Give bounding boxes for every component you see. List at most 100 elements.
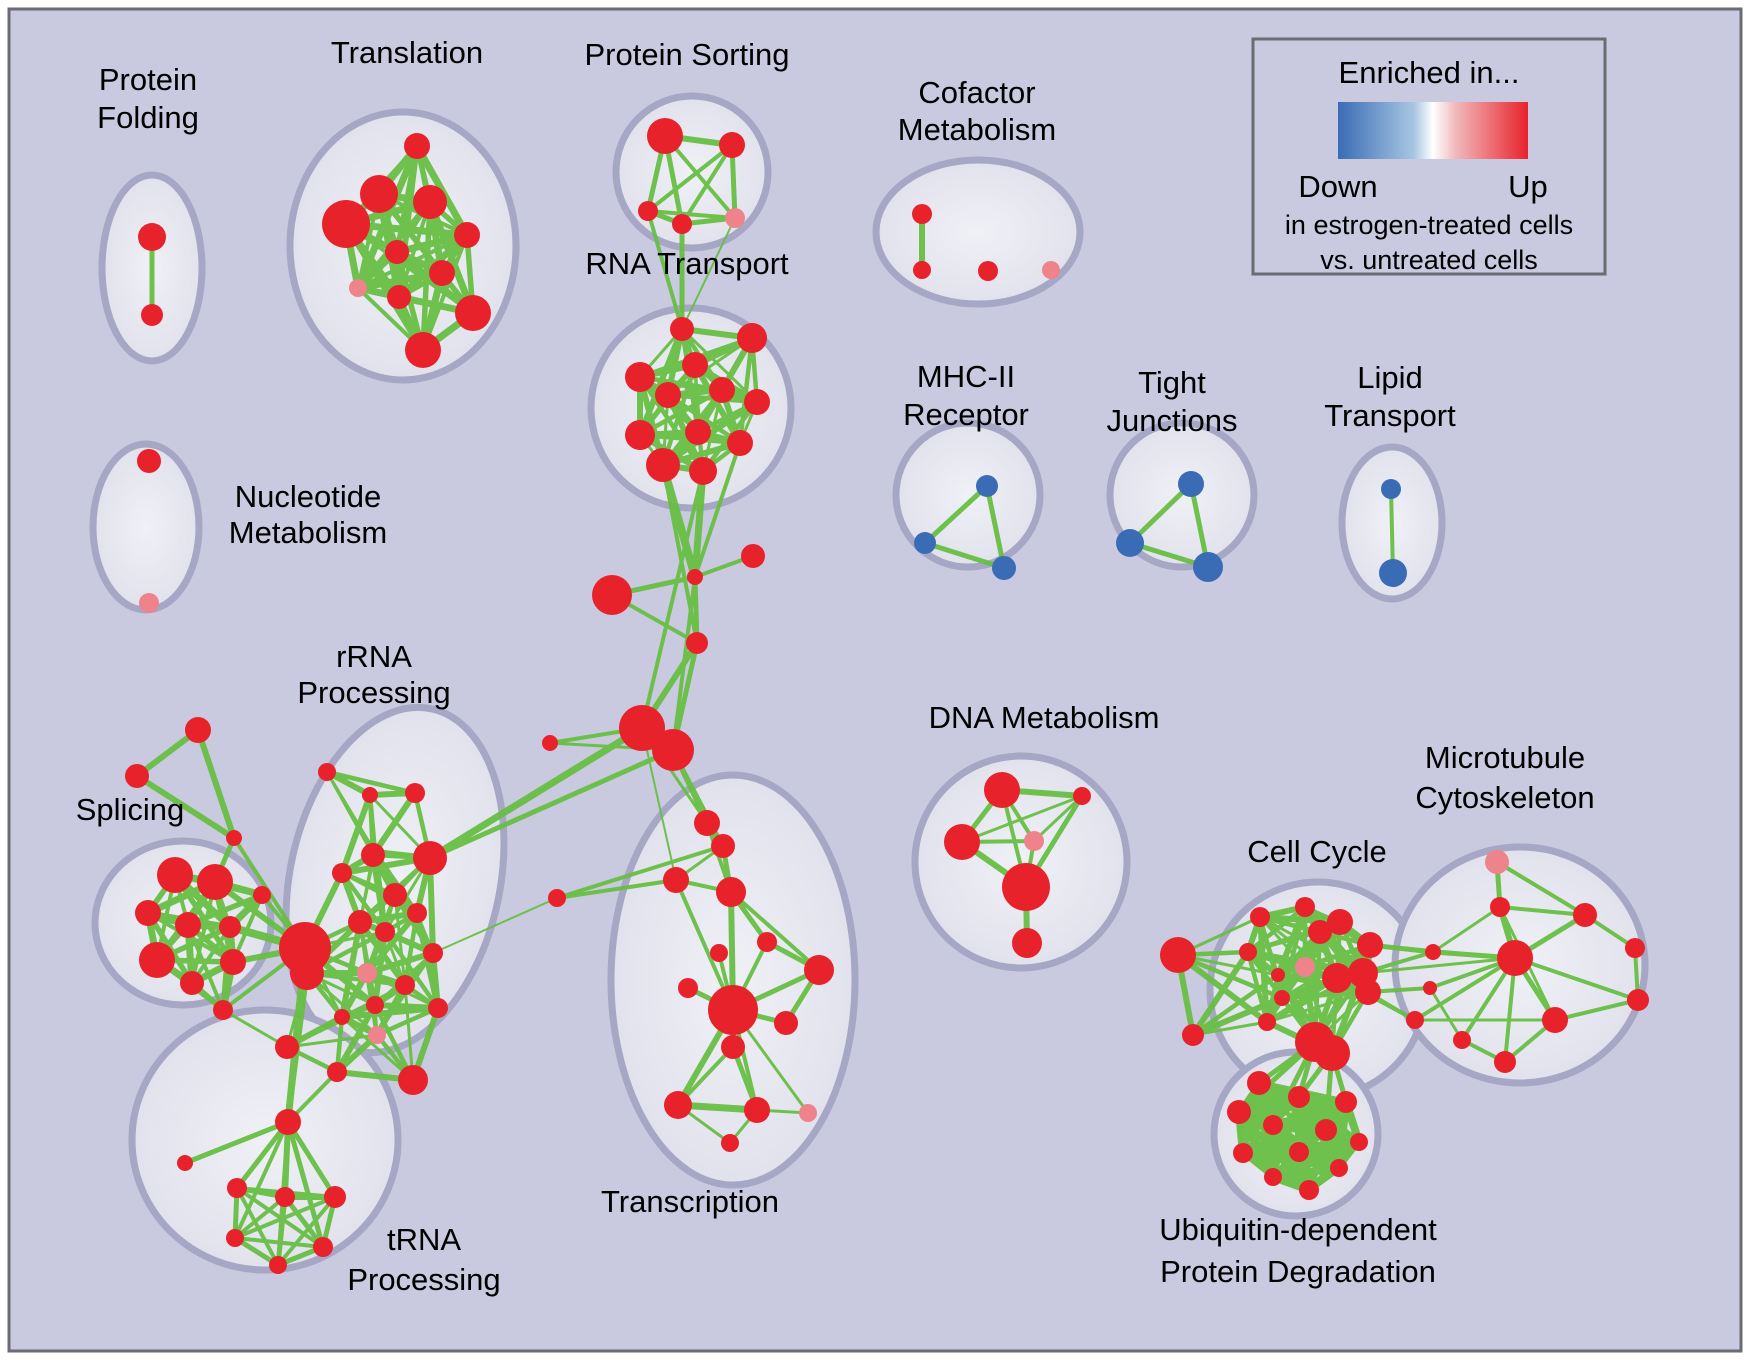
gene-set-node-rrna_processing-11 xyxy=(348,910,372,934)
edge-rrna_processing xyxy=(374,1005,441,1038)
edge-protein_sorting xyxy=(680,143,734,226)
edge-trna_processing xyxy=(233,1236,325,1249)
gene-set-node-splicing-5 xyxy=(253,886,271,904)
gene-set-node-rrna_processing-10 xyxy=(407,903,427,923)
edge-trna_processing xyxy=(234,1119,291,1191)
cluster-label-protein_sorting: Protein Sorting xyxy=(584,37,789,72)
edge-rrna_processing xyxy=(339,1005,441,1020)
gene-set-node-cell_cycle-5 xyxy=(1274,990,1290,1006)
gene-set-node-cell_cycle-0 xyxy=(1160,937,1196,973)
gene-set-node-ubiquitin_degradation-1 xyxy=(1288,1086,1310,1108)
cluster-label-nucleotide_metabolism: Metabolism xyxy=(229,515,388,550)
gene-set-node-ubiquitin_degradation-7 xyxy=(1233,1143,1253,1163)
gene-set-node-mhc_ii_receptor-1 xyxy=(914,532,936,554)
gene-set-node-transcription-2 xyxy=(663,867,689,893)
gene-set-node-translation-2 xyxy=(413,185,447,219)
gene-set-node-cell_cycle-6 xyxy=(1271,968,1285,982)
gene-set-node-splicing-3 xyxy=(175,912,201,938)
gene-set-node-dna_metabolism-1 xyxy=(1073,787,1091,805)
cluster-label-mhc_ii_receptor: MHC-II xyxy=(917,359,1015,394)
gene-set-node-rna_transport-5 xyxy=(709,377,735,403)
edge-transcription xyxy=(729,890,821,972)
gene-set-node-rna_transport-0 xyxy=(670,317,694,341)
edge-cell_cycle xyxy=(1275,904,1308,978)
edge-connectors xyxy=(134,773,237,841)
gene-set-node-translation-7 xyxy=(349,279,367,297)
gene-set-node-ubiquitin_degradation-6 xyxy=(1350,1133,1368,1151)
gene-set-node-translation-3 xyxy=(322,200,370,248)
gene-set-node-splicing-2 xyxy=(135,900,161,926)
edge-trna_processing xyxy=(233,1120,290,1240)
gene-set-node-microtubule_cytoskeleton-5 xyxy=(1627,989,1649,1011)
gene-set-node-connectors-5 xyxy=(652,729,694,771)
gene-set-node-lipid_transport-1 xyxy=(1379,559,1407,587)
gene-set-node-rrna_processing-20 xyxy=(327,1062,347,1082)
gene-set-node-nucleotide_metabolism-0 xyxy=(137,449,161,473)
gene-set-node-protein_folding-1 xyxy=(141,304,163,326)
gene-set-node-rrna_processing-22 xyxy=(275,1035,299,1059)
edge-trna_processing xyxy=(235,1186,280,1267)
edge-ubiquitin_degradation xyxy=(1269,1164,1343,1181)
gene-set-node-trna_processing-6 xyxy=(269,1256,287,1274)
edge-link xyxy=(646,209,684,331)
gene-set-node-transcription-10 xyxy=(721,1035,745,1059)
edge-rrna_processing xyxy=(340,1015,415,1082)
cluster-label-microtubule_cytoskeleton: Microtubule xyxy=(1425,740,1585,775)
gene-set-node-lipid_transport-0 xyxy=(1381,479,1401,499)
edge-connectors xyxy=(195,727,237,841)
gene-set-node-transcription-1 xyxy=(711,834,735,858)
cluster-label-rna_transport: RNA Transport xyxy=(585,246,789,281)
edge-trna_processing xyxy=(285,1119,338,1200)
cluster-label-splicing: Splicing xyxy=(76,792,185,827)
gene-set-node-ubiquitin_degradation-4 xyxy=(1263,1115,1283,1135)
edge-splicing xyxy=(186,923,225,1012)
edge-rna_transport xyxy=(637,387,725,438)
edge-mhc_ii_receptor xyxy=(922,483,990,546)
gene-set-node-ubiquitin_degradation-2 xyxy=(1335,1091,1357,1113)
gene-set-node-rrna_processing-12 xyxy=(375,922,395,942)
gene-set-node-microtubule_cytoskeleton-1 xyxy=(1490,897,1510,917)
edge-lipid_transport xyxy=(1389,487,1395,575)
gene-set-node-transcription-13 xyxy=(799,1104,817,1122)
gene-set-node-rrna_processing-14 xyxy=(357,963,377,983)
gene-set-node-rrna_processing-21 xyxy=(398,1065,428,1095)
nodes-layer xyxy=(125,118,1649,1274)
gene-set-node-rrna_processing-2 xyxy=(318,763,336,781)
gene-set-node-rrna_processing-13 xyxy=(423,943,443,963)
gene-set-node-connectors-10 xyxy=(125,764,149,788)
gene-set-node-connectors-7 xyxy=(548,889,566,907)
gene-set-node-cofactor_metabolism-2 xyxy=(978,261,998,281)
edge-link xyxy=(182,1119,291,1166)
gene-set-node-transcription-12 xyxy=(744,1097,770,1123)
edge-link xyxy=(432,897,558,954)
cluster-label-transcription: Transcription xyxy=(601,1184,779,1219)
edge-link xyxy=(1361,956,1517,975)
gene-set-node-cell_cycle-12 xyxy=(1322,963,1352,993)
gene-set-node-rrna_processing-18 xyxy=(334,1009,350,1025)
gene-set-node-rrna_processing-17 xyxy=(428,998,448,1018)
edge-protein_sorting xyxy=(646,209,737,220)
legend: Enriched in... Down Up in estrogen-treated … xyxy=(1251,37,1607,276)
gene-set-node-rna_transport-2 xyxy=(682,352,708,378)
gene-set-node-dna_metabolism-3 xyxy=(1024,831,1044,851)
edge-tight_junctions xyxy=(1127,481,1194,546)
gene-set-node-rna_transport-1 xyxy=(737,323,767,353)
edge-link xyxy=(1413,956,1517,1022)
edge-link xyxy=(640,469,705,730)
edge-link xyxy=(661,463,699,645)
gene-set-node-ubiquitin_degradation-10 xyxy=(1264,1168,1282,1186)
cluster-label-trna_processing: tRNA xyxy=(387,1222,461,1257)
gene-set-node-rna_transport-4 xyxy=(655,382,681,408)
gene-set-node-microtubule_cytoskeleton-4 xyxy=(1625,938,1645,958)
gene-set-node-ubiquitin_degradation-0 xyxy=(1247,1071,1271,1095)
gene-set-node-connectors-3 xyxy=(686,632,708,654)
edge-trna_processing xyxy=(285,1119,326,1250)
cluster-label-cell_cycle: Cell Cycle xyxy=(1247,834,1387,869)
edge-microtubule_cytoskeleton xyxy=(1498,905,1587,917)
gene-set-node-trna_processing-2 xyxy=(275,1187,295,1207)
gene-set-node-cell_cycle-3 xyxy=(1250,907,1270,927)
gene-set-node-rrna_processing-4 xyxy=(405,783,425,803)
cluster-label-protein_folding: Protein xyxy=(99,62,197,97)
gene-set-node-protein_sorting-4 xyxy=(725,208,745,228)
